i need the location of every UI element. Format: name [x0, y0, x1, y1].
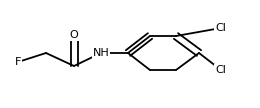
- Text: O: O: [70, 30, 78, 40]
- Text: NH: NH: [93, 48, 109, 58]
- Text: F: F: [15, 57, 21, 67]
- Text: Cl: Cl: [216, 23, 226, 33]
- Text: Cl: Cl: [216, 65, 226, 75]
